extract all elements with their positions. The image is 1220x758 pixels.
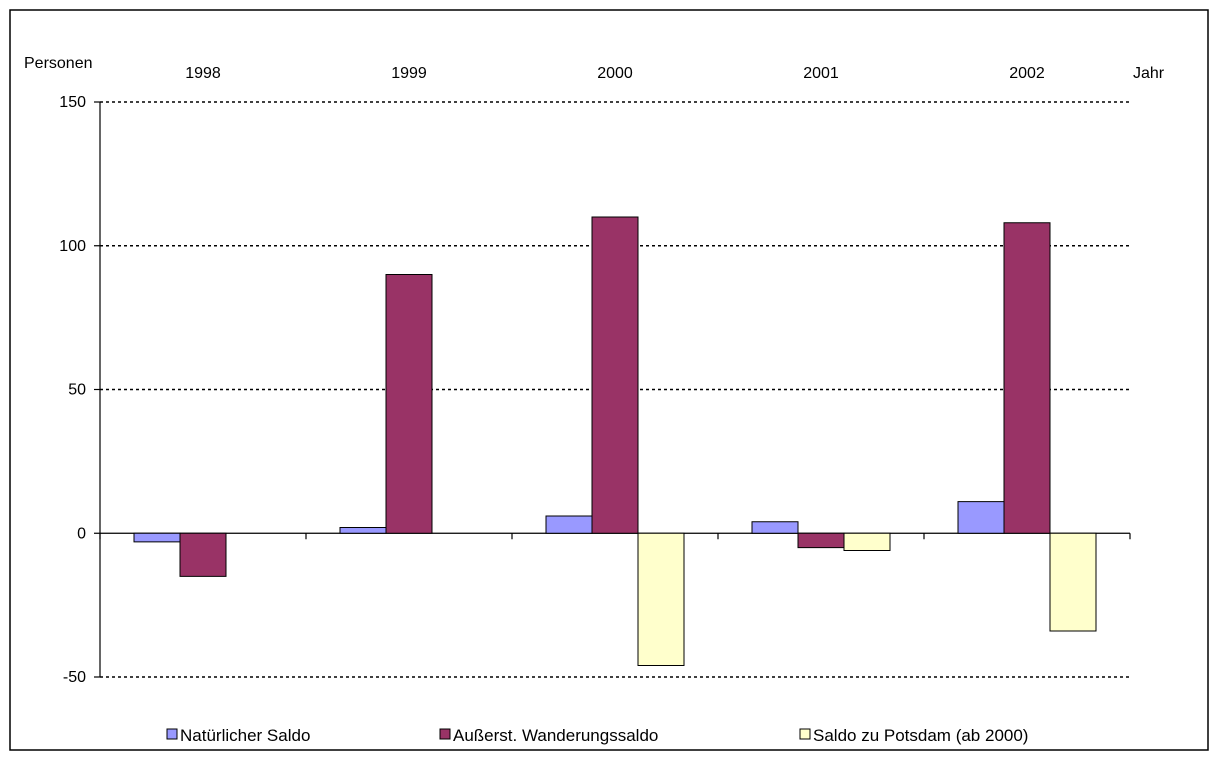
y-tick-labels: 150 100 50 0 -50 — [59, 94, 100, 686]
x-tick-label: 2002 — [1009, 65, 1045, 82]
bar — [751, 521, 799, 534]
y-tick-label: 50 — [68, 382, 86, 399]
grid-lines — [100, 101, 1130, 678]
bar — [843, 532, 891, 551]
x-tick-label: 1998 — [185, 65, 221, 82]
x-tick-label: 1999 — [391, 65, 427, 82]
legend-swatch — [166, 728, 178, 740]
bar — [545, 515, 593, 534]
bar — [957, 501, 1005, 534]
bar — [637, 532, 685, 666]
legend: Natürlicher Saldo Außerst. Wanderungssald… — [166, 726, 1028, 745]
bar — [133, 532, 181, 543]
y-tick-label: 100 — [59, 238, 86, 255]
y-tick-label: 150 — [59, 94, 86, 111]
x-tick-label: 2000 — [597, 65, 633, 82]
legend-swatch — [799, 728, 811, 740]
legend-label: Saldo zu Potsdam (ab 2000) — [813, 726, 1028, 745]
y-tick-label: 0 — [77, 525, 86, 542]
bar — [339, 527, 387, 534]
bar — [1049, 532, 1097, 632]
bar — [179, 532, 227, 577]
bar — [1003, 222, 1051, 534]
x-axis-label: Jahr — [1133, 65, 1165, 82]
legend-swatch — [439, 728, 451, 740]
bar — [591, 216, 639, 534]
bars — [133, 216, 1097, 666]
y-tick-label: -50 — [63, 669, 86, 686]
bar — [797, 532, 845, 549]
x-tick-label: 2001 — [803, 65, 839, 82]
x-tick-labels: 1998 1999 2000 2001 2002 — [99, 65, 1131, 540]
legend-label: Außerst. Wanderungssaldo — [453, 726, 658, 745]
legend-label: Natürlicher Saldo — [180, 726, 310, 745]
bar — [385, 274, 433, 534]
y-axis-label: Personen — [24, 55, 93, 72]
